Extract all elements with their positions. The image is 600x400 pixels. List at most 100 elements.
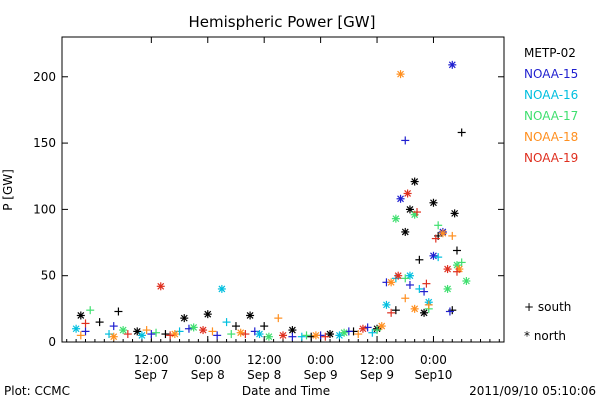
data-point: [161, 330, 170, 339]
data-point: [410, 304, 419, 313]
data-point: [401, 136, 410, 145]
data-point: [81, 319, 90, 328]
data-point: [222, 318, 231, 327]
y-tick-label: 0: [48, 335, 56, 349]
data-point: [462, 277, 471, 285]
data-point: [448, 231, 457, 240]
data-point: [95, 318, 104, 327]
data-point: [445, 307, 454, 316]
data-point: [434, 253, 443, 262]
data-point: [72, 324, 81, 333]
data-point: [358, 324, 367, 333]
data-point: [387, 278, 396, 287]
plot-area-frame: [61, 36, 505, 343]
data-point: [396, 194, 405, 203]
data-point: [326, 330, 335, 339]
data-point: [260, 322, 269, 331]
data-point: [443, 265, 452, 274]
data-point: [413, 208, 422, 217]
x-tick-label-time: 0:00: [194, 353, 221, 367]
data-point: [255, 330, 264, 339]
y-axis: 0 50 100 150 200: [33, 70, 504, 349]
data-point: [288, 332, 297, 341]
x-tick-label-time: 0:00: [420, 353, 447, 367]
data-point: [302, 331, 311, 340]
data-point: [443, 284, 452, 293]
x-tick-label-date: Sep 9: [304, 368, 338, 382]
data-point: [246, 311, 255, 320]
data-point: [180, 314, 189, 323]
data-point: [391, 306, 400, 315]
x-tick-label-time: 0:00: [307, 353, 334, 367]
data-point: [227, 330, 236, 339]
data-point: [264, 332, 273, 341]
data-point: [231, 322, 240, 331]
data-point: [457, 128, 466, 137]
x-tick-label-date: Sep 8: [247, 368, 281, 382]
x-tick-label-date: Sep 8: [191, 368, 225, 382]
marker-legend-entry: * north: [524, 329, 566, 343]
data-point: [420, 308, 429, 317]
data-point: [457, 258, 466, 267]
legend: METP-02 NOAA-15 NOAA-16 NOAA-17 NOAA-18 NOAA-…: [524, 46, 578, 165]
x-tick-label-date: Sep 9: [360, 368, 394, 382]
data-point: [452, 246, 461, 255]
data-point: [86, 306, 95, 315]
data-point: [119, 326, 128, 335]
data-point: [274, 314, 283, 323]
footer-source: Plot: CCMC: [4, 384, 70, 398]
data-point: [452, 267, 461, 276]
data-point: [391, 214, 400, 223]
data-point: [288, 326, 297, 335]
data-point: [109, 332, 118, 341]
data-point: [114, 307, 123, 316]
data-point: [422, 279, 431, 288]
data-point: [396, 70, 405, 79]
data-point: [403, 189, 412, 198]
x-axis-label: Date and Time: [242, 384, 330, 398]
data-point: [424, 300, 433, 309]
data-point: [401, 294, 410, 303]
data-point: [405, 271, 414, 280]
y-tick-label: 200: [33, 70, 56, 84]
data-point: [166, 331, 175, 340]
y-axis-label: P [GW]: [1, 169, 15, 211]
data-point: [142, 326, 151, 335]
data-point: [373, 326, 382, 335]
data-point: [368, 328, 377, 337]
data-point: [438, 229, 447, 238]
data-point: [199, 326, 208, 335]
legend-entry: NOAA-19: [524, 151, 578, 165]
y-tick-label: 50: [41, 269, 56, 283]
data-point: [382, 300, 391, 309]
legend-entry: NOAA-15: [524, 67, 578, 81]
data-point: [401, 227, 410, 236]
data-points: [72, 60, 471, 341]
data-point: [81, 327, 90, 336]
legend-entry: NOAA-17: [524, 109, 578, 123]
data-point: [311, 331, 320, 340]
data-point: [405, 205, 414, 214]
data-point: [354, 330, 363, 339]
data-point: [156, 282, 165, 291]
x-tick-label-time: 12:00: [134, 353, 169, 367]
data-point: [448, 60, 457, 69]
data-point: [213, 331, 222, 340]
data-point: [401, 274, 410, 283]
marker-legend: + south * north: [524, 300, 571, 343]
data-point: [394, 271, 403, 280]
x-tick-label-date: Sep10: [415, 368, 453, 382]
data-point: [415, 284, 424, 293]
data-point: [203, 310, 212, 319]
data-point: [279, 331, 287, 340]
data-point: [217, 284, 226, 293]
x-tick-label-date: Sep 7: [134, 368, 168, 382]
data-point: [109, 322, 118, 331]
data-point: [429, 251, 438, 260]
data-point: [420, 287, 429, 296]
data-point: [208, 327, 217, 336]
footer-timestamp: 2011/09/10 05:10:06: [469, 384, 596, 398]
data-point: [405, 280, 414, 289]
